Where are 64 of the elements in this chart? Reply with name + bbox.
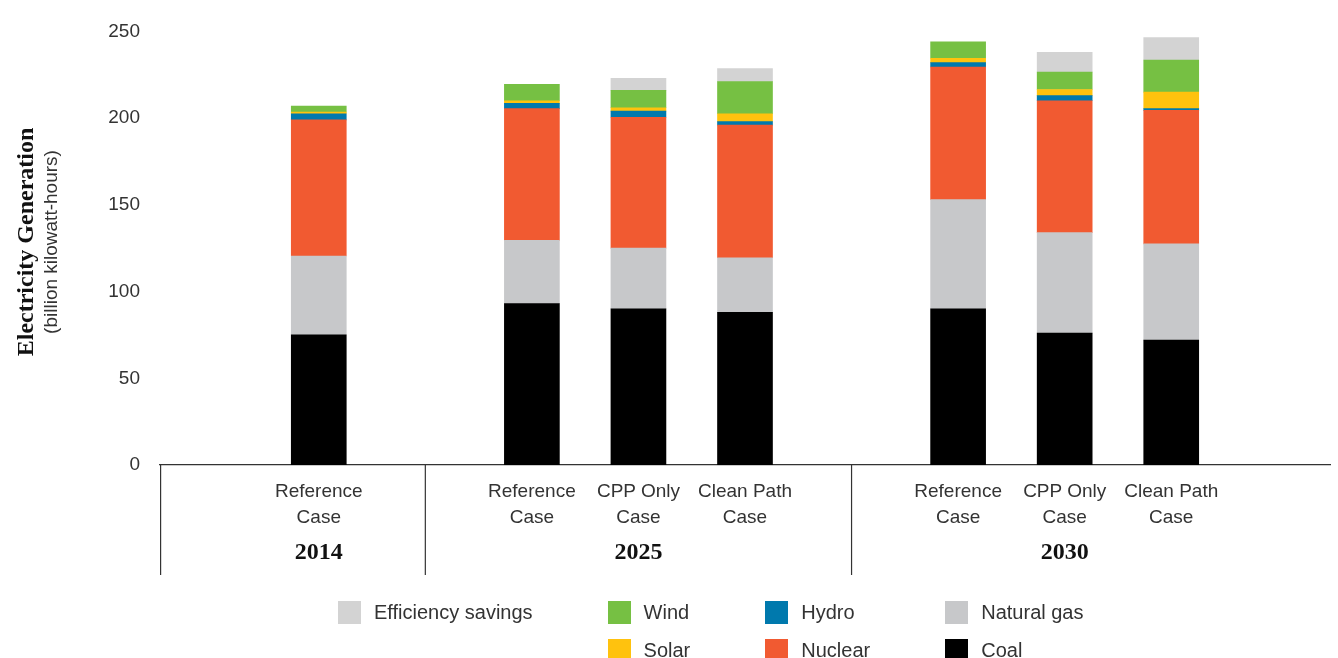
bar (504, 100, 560, 104)
bar (1036, 232, 1093, 334)
x-tick-label: CPP Only Case (1023, 480, 1107, 527)
legend-label: Coal (981, 638, 1023, 658)
bar (610, 107, 667, 112)
y-axis-title: Electricity Generation (billion kilowatt-hours) (12, 127, 62, 357)
y-tick-label: 150 (108, 193, 140, 215)
legend-label: Solar (643, 638, 691, 658)
bar (504, 83, 560, 102)
bar (504, 303, 560, 465)
text: 2030 (1040, 538, 1089, 565)
text: 2025 (614, 538, 663, 565)
bar (930, 62, 986, 68)
bar (717, 121, 773, 126)
x-tick-label: Clean Path Case (697, 480, 793, 527)
bar (290, 255, 347, 336)
bar (1143, 37, 1200, 61)
legend-label: Hydro (801, 600, 855, 624)
legend-label: Nuclear (801, 638, 871, 658)
y-tick-label: 0 (129, 453, 140, 475)
x-tick-label: Reference Case (274, 480, 363, 527)
bar (717, 124, 773, 259)
bar (610, 247, 667, 310)
bar (717, 81, 773, 115)
bar (717, 312, 773, 465)
bar (1143, 339, 1200, 465)
bar (504, 240, 560, 305)
x-tick-label: Reference Case (914, 480, 1002, 527)
bar (1143, 59, 1200, 93)
bar (1143, 109, 1200, 245)
bar (930, 199, 986, 310)
bar (290, 334, 347, 465)
bar (1143, 243, 1200, 341)
y-tick-label: 200 (108, 106, 140, 128)
x-tick-label: Clean Path Case (1124, 480, 1219, 527)
bar (717, 68, 773, 83)
bar (290, 119, 347, 257)
bar (1036, 51, 1093, 73)
bar (1036, 89, 1093, 96)
bar (717, 113, 773, 122)
y-tick-label: 50 (118, 366, 140, 388)
bar (1036, 71, 1093, 90)
bar (930, 308, 986, 465)
bar (930, 66, 986, 200)
bar (610, 90, 667, 109)
bar (1036, 332, 1093, 465)
y-tick-label: 250 (108, 19, 140, 41)
bar (717, 257, 773, 313)
bar (1143, 91, 1200, 109)
bar (930, 41, 986, 59)
bar (504, 108, 560, 241)
bar (1036, 100, 1093, 233)
bar (610, 77, 667, 91)
x-tick-label: Reference Case (488, 480, 576, 527)
bar (290, 113, 347, 121)
text: 2014 (294, 538, 343, 565)
legend-label: Natural gas (981, 600, 1084, 624)
y-tick-label: 100 (108, 279, 140, 301)
bar (610, 116, 667, 249)
bar (610, 308, 667, 465)
legend-label: Wind (643, 600, 690, 624)
x-tick-label: CPP Only Case (596, 480, 681, 527)
legend-label: Efficiency savings (374, 600, 533, 624)
bar (290, 105, 347, 113)
